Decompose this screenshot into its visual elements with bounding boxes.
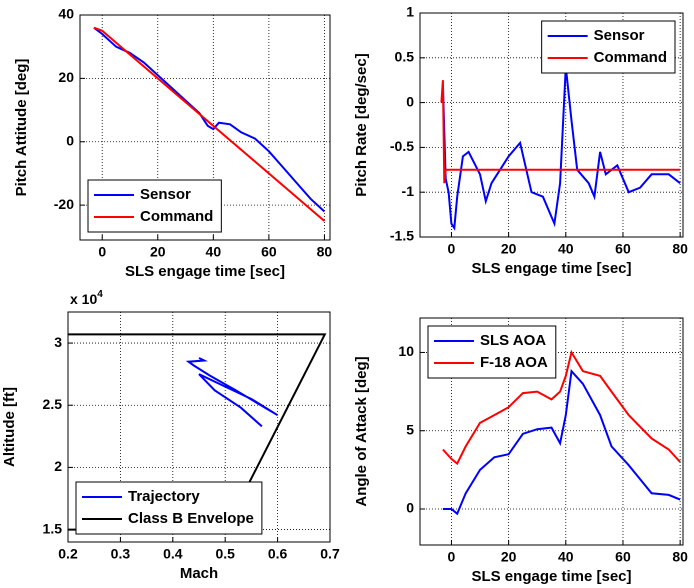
y-tick-label: 1 — [406, 4, 414, 20]
series-line — [185, 357, 279, 428]
y-tick-label: 3 — [54, 334, 62, 350]
x-tick-label: 0.4 — [163, 546, 183, 562]
x-tick-label: 0 — [448, 549, 456, 565]
y-axis-label: Altitude [ft] — [1, 387, 18, 467]
legend-label: Command — [140, 208, 213, 225]
chart-panel: 0 20 40 60 80 -20 0 20 40 SLS engage time [sec] Pi… — [13, 6, 332, 280]
x-tick-label: 60 — [615, 549, 631, 565]
legend-label: SLS AOA — [480, 332, 546, 349]
chart-panel: 0 20 40 60 80 -1.5 -1 -0.5 0 0.5 1 SLS engage time … — [353, 4, 688, 277]
chart-panel: 0.2 0.3 0.4 0.5 0.6 0.7 1.5 2 2.5 3 Mach Altitude [… — [1, 289, 340, 582]
legend: Trajectory Class B Envelope — [75, 481, 263, 535]
legend: Sensor Command — [87, 179, 222, 233]
series-line — [441, 66, 681, 231]
plot-frame — [419, 12, 684, 238]
x-axis-label: SLS engage time [sec] — [125, 263, 285, 280]
x-tick-label: 0.3 — [111, 546, 131, 562]
x-tick-label: 0.2 — [58, 546, 78, 562]
plot-frame — [419, 317, 684, 546]
y-tick-label: 0.5 — [395, 49, 415, 65]
legend-label: Trajectory — [128, 488, 200, 505]
scale-power: 4 — [97, 289, 103, 300]
y-tick-label: 2.5 — [43, 396, 63, 412]
series-line — [440, 80, 681, 184]
y-tick-label: 0 — [406, 500, 414, 516]
x-tick-label: 20 — [501, 549, 517, 565]
x-tick-label: 40 — [558, 549, 574, 565]
x-tick-label: 80 — [317, 244, 333, 260]
y-tick-label: 1.5 — [43, 520, 63, 536]
x-tick-label: 0.6 — [268, 546, 288, 562]
x-tick-label: 20 — [501, 241, 517, 257]
x-axis-label: Mach — [180, 565, 218, 582]
x-tick-label: 80 — [672, 241, 688, 257]
x-tick-label: 0.5 — [215, 546, 235, 562]
y-tick-label: 2 — [54, 458, 62, 474]
y-axis-label: Pitch Rate [deg/sec] — [353, 53, 370, 196]
legend-label: Sensor — [594, 27, 645, 44]
x-tick-label: 40 — [206, 244, 222, 260]
plot-frame — [79, 14, 331, 241]
x-tick-label: 0 — [448, 241, 456, 257]
series-line — [93, 26, 326, 222]
y-tick-label: 40 — [58, 6, 74, 22]
scale-base: x 10 — [70, 291, 97, 307]
y-tick-label: -1 — [402, 183, 415, 199]
plot-frame — [67, 311, 331, 543]
legend: Sensor Command — [541, 20, 676, 74]
y-axis-label: Angle of Attack [deg] — [353, 356, 370, 506]
legend-box — [87, 179, 222, 233]
legend-box — [541, 20, 676, 74]
x-tick-label: 20 — [150, 244, 166, 260]
legend-box — [75, 481, 263, 535]
x-tick-label: 80 — [672, 549, 688, 565]
x-tick-label: 40 — [558, 241, 574, 257]
x-tick-label: 60 — [261, 244, 277, 260]
x-tick-label: 0.7 — [320, 546, 340, 562]
legend-label: Command — [594, 49, 667, 66]
x-tick-label: 0 — [98, 244, 106, 260]
y-tick-label: 0 — [406, 93, 414, 109]
series-line — [442, 349, 681, 466]
legend-label: Sensor — [140, 186, 191, 203]
y-tick-label: 0 — [66, 132, 74, 148]
chart-panel: 0 20 40 60 80 0 5 10 SLS engage time [sec] Angle … — [353, 317, 688, 585]
y-tick-label: 5 — [406, 421, 414, 437]
y-tick-label: -20 — [54, 196, 74, 212]
legend: SLS AOA F-18 AOA — [427, 325, 557, 379]
y-tick-label: 20 — [58, 69, 74, 85]
y-tick-label: -1.5 — [390, 228, 414, 244]
legend-box — [427, 325, 557, 379]
y-tick-label: -0.5 — [390, 138, 414, 154]
series-line — [442, 368, 681, 516]
series-line — [93, 26, 326, 213]
y-axis-label: Pitch Attitude [deg] — [13, 59, 30, 197]
x-tick-label: 60 — [615, 241, 631, 257]
legend-label: Class B Envelope — [128, 510, 254, 527]
y-tick-label: 10 — [398, 343, 414, 359]
axis-scale-label: x 104 — [70, 289, 103, 307]
x-axis-label: SLS engage time [sec] — [471, 568, 631, 585]
legend-label: F-18 AOA — [480, 354, 548, 371]
x-axis-label: SLS engage time [sec] — [471, 260, 631, 277]
